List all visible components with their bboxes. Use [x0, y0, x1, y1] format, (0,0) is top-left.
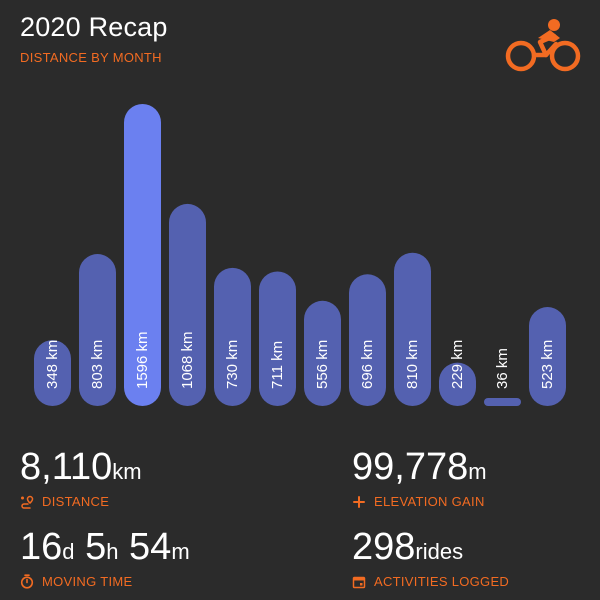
moving-time-label: MOVING TIME — [42, 574, 133, 589]
distance-bar-chart: 348 km 803 km 1596 km 1068 km 730 km 711 km 55… — [34, 104, 566, 406]
time-minutes-unit: m — [171, 539, 190, 564]
stat-distance-value: 8,110km — [20, 448, 142, 486]
bar-label-6: 711 km — [269, 341, 286, 389]
bar-3 — [124, 104, 161, 406]
elevation-number: 99,778 — [352, 446, 469, 488]
bar-label-1: 348 km — [44, 340, 61, 389]
elevation-unit: m — [468, 459, 487, 484]
bar-7 — [304, 300, 341, 406]
bar-11 — [484, 398, 521, 406]
bar-12 — [529, 307, 566, 406]
bar-2 — [79, 254, 116, 406]
bar-6 — [259, 271, 296, 406]
time-minutes: 54 — [129, 526, 172, 568]
stat-activities: 298rides ACTIVITIES LOGGED — [352, 528, 509, 589]
activities-number: 298 — [352, 526, 416, 568]
bar-label-11: 36 km — [494, 348, 511, 389]
bar-label-7: 556 km — [314, 340, 331, 389]
bar-label-4: 1068 km — [179, 331, 196, 389]
bar-label-9: 810 km — [404, 340, 421, 389]
activities-unit: rides — [415, 539, 464, 564]
stat-elevation: 99,778m ELEVATION GAIN — [352, 448, 487, 509]
route-pin-icon — [21, 495, 34, 509]
time-hours-unit: h — [106, 539, 119, 564]
time-days: 16 — [20, 526, 63, 568]
bar-label-8: 696 km — [359, 340, 376, 389]
cyclist-icon — [505, 19, 581, 72]
time-hours: 5 — [85, 526, 107, 568]
elevation-label: ELEVATION GAIN — [374, 494, 485, 509]
bar-9 — [394, 252, 431, 406]
distance-number: 8,110 — [20, 446, 113, 488]
calendar-icon — [352, 576, 366, 588]
distance-unit: km — [112, 459, 142, 484]
bar-1 — [34, 340, 71, 406]
stat-activities-value: 298rides — [352, 528, 509, 566]
bar-label-12: 523 km — [539, 340, 556, 389]
stat-elevation-value: 99,778m — [352, 448, 487, 486]
bar-label-3: 1596 km — [134, 331, 151, 389]
activities-label: ACTIVITIES LOGGED — [374, 574, 510, 589]
time-days-unit: d — [62, 539, 75, 564]
bar-4 — [169, 203, 206, 406]
bar-8 — [349, 274, 386, 406]
bar-label-5: 730 km — [224, 340, 241, 389]
bar-label-2: 803 km — [89, 340, 106, 389]
bar-5 — [214, 267, 251, 406]
plus-icon — [353, 495, 365, 508]
stat-distance: 8,110km DISTANCE — [20, 448, 142, 509]
stat-moving-time-value: 16d 5h 54m — [20, 528, 190, 566]
stopwatch-icon — [20, 574, 34, 589]
bar-label-10: 229 km — [449, 340, 466, 389]
page-title: 2020 Recap — [20, 12, 168, 42]
page-subtitle: DISTANCE BY MONTH — [20, 50, 162, 65]
bar-10 — [439, 362, 476, 406]
distance-label: DISTANCE — [42, 494, 110, 509]
stat-moving-time: 16d 5h 54m MOVING TIME — [20, 528, 190, 589]
